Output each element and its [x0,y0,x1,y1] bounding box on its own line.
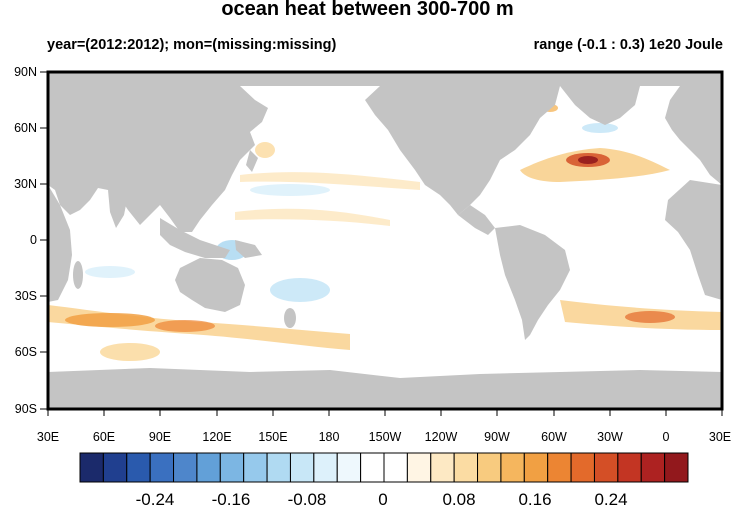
indian-south-warm-patch [65,313,155,327]
south-america-land [495,225,570,340]
y-tick-label: 60S [15,345,37,359]
north-pacific-warm-band [240,172,420,190]
colorbar-swatch [313,452,338,483]
new-guinea-land [235,240,262,258]
subtitle-time-range: year=(2012:2012); mon=(missing:missing) [47,37,337,53]
australia-south-warm-patch [155,320,215,332]
japan-land [246,150,258,172]
x-tick-label: 30E [37,430,59,444]
indonesia-land [160,218,230,258]
colorbar-swatch [196,452,221,483]
colorbar-label: -0.08 [288,490,327,509]
subtropical-pacific-warm-band [235,208,390,226]
x-tick-label: 60W [541,430,567,444]
colorbar-swatch [477,452,502,483]
colorbar [79,452,689,483]
colorbar-swatch [243,452,268,483]
x-tick-label: 0 [663,430,670,444]
east-africa-land [48,185,72,302]
indian-ocean-cool-patch [85,266,135,278]
colorbar-swatch [266,452,291,483]
colorbar-swatch [336,452,362,483]
y-tick-label: 90S [15,402,37,416]
new-zealand-land [284,308,296,328]
x-tick-label: 30W [597,430,623,444]
colorbar-swatch [617,452,642,483]
x-tick-label: 60E [93,430,115,444]
colorbar-swatch [570,452,595,483]
colorbar-swatch [640,452,666,483]
colorbar-swatch [102,452,128,483]
south-indian-warm-patch [100,343,160,361]
x-tick-label: 180 [319,430,340,444]
central-america-land [458,205,495,235]
y-tick-label: 90N [14,65,37,79]
colorbar-label: -0.16 [212,490,251,509]
south-atlantic-hot-patch [625,311,675,323]
colorbar-swatch [219,452,245,483]
colorbar-swatch [453,452,479,483]
colorbar-swatch [383,452,408,483]
x-axis: 30E 60E 90E 120E 150E 180 150W 120W 90W … [37,409,731,444]
australia-land [175,258,245,312]
colorbar-label: -0.24 [136,490,175,509]
x-tick-label: 120E [202,430,231,444]
arctic-land [48,72,722,86]
colorbar-swatch [406,452,432,483]
colorbar-labels: -0.24 -0.16 -0.08 0 0.08 0.16 0.24 [136,490,628,509]
eurasia-land [48,86,268,232]
colorbar-label: 0 [378,490,387,509]
subtitle-value-range: range (-0.1 : 0.3) 1e20 Joule [533,37,723,53]
y-tick-label: 0 [30,233,37,247]
colorbar-label: 0.24 [594,490,627,509]
colorbar-swatch [523,452,549,483]
west-africa-land [665,180,722,300]
y-tick-label: 30N [14,177,37,191]
x-tick-label: 150E [258,430,287,444]
south-pacific-cool-patch [270,278,330,302]
colorbar-swatch [79,452,104,483]
colorbar-swatch [126,452,151,483]
colorbar-swatch [289,452,315,483]
colorbar-swatch [593,452,619,483]
x-tick-label: 150W [369,430,402,444]
x-tick-label: 120W [425,430,458,444]
gulf-stream-core [578,156,598,164]
y-axis: 90N 60N 30N 0 30S 60S 90S [14,65,48,416]
y-tick-label: 60N [14,121,37,135]
colorbar-swatch [360,452,385,483]
colorbar-swatch [173,452,198,483]
colorbar-swatch [149,452,175,483]
north-america-land [365,86,560,215]
north-pacific-cool-band [250,184,330,196]
colorbar-swatch [430,452,455,483]
kuroshio-warm-patch [255,142,275,158]
greenland-land [560,86,640,125]
colorbar-swatch [500,452,525,483]
x-tick-label: 30E [709,430,731,444]
page-title: ocean heat between 300-700 m [221,0,514,20]
colorbar-swatch [547,452,572,483]
antarctica-land [48,368,722,409]
europe-land [665,86,722,185]
colorbar-label: 0.08 [442,490,475,509]
labrador-sea-cool-patch [582,123,618,133]
colorbar-swatch [664,452,689,483]
india-land [108,190,128,228]
anomaly-layer [48,104,722,361]
x-tick-label: 90E [149,430,171,444]
y-tick-label: 30S [15,289,37,303]
map-plot [48,72,722,409]
colorbar-label: 0.16 [518,490,551,509]
madagascar-land [73,261,83,289]
x-tick-label: 90W [484,430,510,444]
land-layer [48,72,722,409]
